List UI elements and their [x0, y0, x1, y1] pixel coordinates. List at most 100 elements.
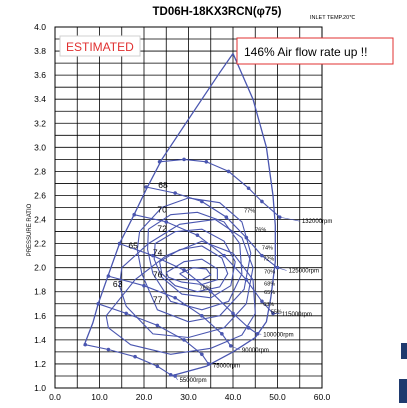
x-tick-label: 20.0 — [136, 392, 153, 402]
efficiency-island-77 — [179, 267, 212, 281]
airflow-callout-box — [236, 37, 394, 65]
speed-point — [200, 199, 204, 204]
efficiency-percent-label: 78% — [200, 285, 211, 291]
speed-label-90000rpm: 90000rpm — [242, 348, 269, 354]
speed-point — [157, 159, 162, 164]
x-tick-label: 60.0 — [314, 392, 331, 402]
efficiency-label-74: 74 — [153, 248, 163, 258]
efficiency-island-65 — [118, 218, 254, 339]
airflow-callout-text: 146% Air flow rate up !! — [244, 45, 367, 59]
y-tick-label: 4.0 — [34, 22, 46, 32]
efficiency-island-68 — [136, 197, 252, 323]
speed-leader — [230, 345, 241, 351]
speed-leader — [279, 216, 301, 222]
efficiency-percent-label: 74% — [262, 246, 273, 252]
chart-title: TD06H-18KX3RCN(φ75) — [152, 6, 281, 18]
speed-point — [155, 323, 160, 328]
speed-line-75000rpm — [98, 303, 209, 365]
speed-point — [106, 274, 111, 278]
surge-line — [83, 53, 234, 347]
efficiency-island-63 — [105, 240, 256, 355]
speed-point — [200, 352, 204, 357]
speed-label-55000rpm: 55000rpm — [180, 378, 207, 384]
x-tick-label: 40.0 — [225, 392, 242, 402]
y-tick-label: 1.4 — [34, 335, 46, 345]
speed-point — [260, 299, 264, 304]
efficiency-label-76: 76 — [153, 269, 163, 279]
speed-point — [208, 289, 213, 294]
efficiency-label-77: 77 — [153, 295, 163, 305]
speed-point — [144, 185, 149, 189]
plot-frame — [54, 26, 323, 389]
x-tick-label: 0.0 — [49, 392, 61, 402]
speed-line-132000rpm — [159, 158, 281, 218]
x-tick-label: 50.0 — [269, 392, 286, 402]
speed-label-132000rpm: 132000rpm — [302, 219, 332, 225]
efficiency-percent-label: 70% — [264, 270, 275, 276]
choke-line — [170, 53, 276, 377]
speed-point — [106, 347, 111, 352]
speed-point — [132, 212, 137, 217]
curve-layer — [83, 53, 301, 381]
y-tick-label: 1.2 — [34, 359, 46, 369]
efficiency-island-72 — [153, 228, 236, 299]
efficiency-label-65: 65 — [128, 240, 138, 250]
efficiency-label-72: 72 — [157, 224, 167, 234]
y-tick-label: 3.0 — [34, 142, 46, 152]
speed-point — [222, 253, 226, 258]
speed-point — [155, 364, 160, 369]
speed-point — [173, 191, 177, 195]
efficiency-percent-label: 77% — [244, 208, 255, 214]
speed-line-55000rpm — [85, 344, 176, 377]
speed-label-115000rpm: 115000rpm — [282, 312, 312, 318]
speed-point — [173, 295, 177, 300]
speed-point — [244, 277, 249, 282]
x-tick-label: 10.0 — [91, 392, 108, 402]
speed-label-100000rpm: 100000rpm — [263, 332, 293, 338]
y-tick-label: 3.6 — [34, 70, 46, 80]
speed-point — [244, 235, 249, 240]
efficiency-percent-label: 63% — [263, 302, 274, 308]
y-tick-label: 2.0 — [34, 263, 46, 273]
speed-point — [195, 233, 200, 237]
speed-point — [124, 311, 128, 316]
speed-point — [246, 326, 251, 330]
y-tick-label: 1.0 — [34, 383, 46, 393]
y-tick-label: 3.8 — [34, 46, 46, 56]
efficiency-island-74 — [159, 245, 229, 293]
y-tick-label: 2.2 — [34, 239, 46, 249]
speed-point — [133, 354, 137, 359]
efficiency-label-63: 63 — [113, 279, 123, 289]
speed-label-75000rpm: 75000rpm — [213, 364, 240, 370]
y-tick-label: 2.4 — [34, 215, 46, 225]
grid-layer — [54, 26, 323, 389]
speed-point — [83, 342, 88, 347]
y-tick-label: 3.4 — [34, 94, 46, 104]
speed-point — [182, 157, 186, 162]
speed-point — [204, 159, 209, 164]
speed-leader — [277, 267, 287, 271]
speed-point — [200, 314, 204, 318]
speed-label-125000rpm: 125000rpm — [289, 268, 319, 274]
y-axis-label: PRESSURE RATIO — [27, 203, 33, 256]
y-tick-label: 1.8 — [34, 287, 46, 297]
speed-point — [151, 253, 155, 258]
axis-layer: 0.0 10.0 20.0 30.0 40.0 50.0 60.0 1.0 1.2 1.4 1.6 1… — [34, 22, 330, 402]
speed-point — [226, 169, 231, 174]
speed-point — [117, 241, 122, 246]
speed-point — [246, 186, 251, 191]
y-tick-label: 1.6 — [34, 311, 46, 321]
efficiency-label-68: 68 — [158, 180, 168, 190]
speed-line-90000rpm — [108, 275, 232, 347]
speed-point — [220, 332, 224, 336]
efficiency-label-70: 70 — [157, 204, 167, 214]
x-tick-label: 30.0 — [180, 392, 197, 402]
speed-point — [182, 268, 186, 272]
efficiency-island-76 — [165, 258, 218, 286]
speed-point — [224, 215, 229, 219]
speed-leader — [208, 363, 212, 366]
efficiency-percent-label: 65% — [264, 290, 275, 296]
estimated-box — [59, 35, 141, 57]
speed-point — [231, 311, 235, 316]
